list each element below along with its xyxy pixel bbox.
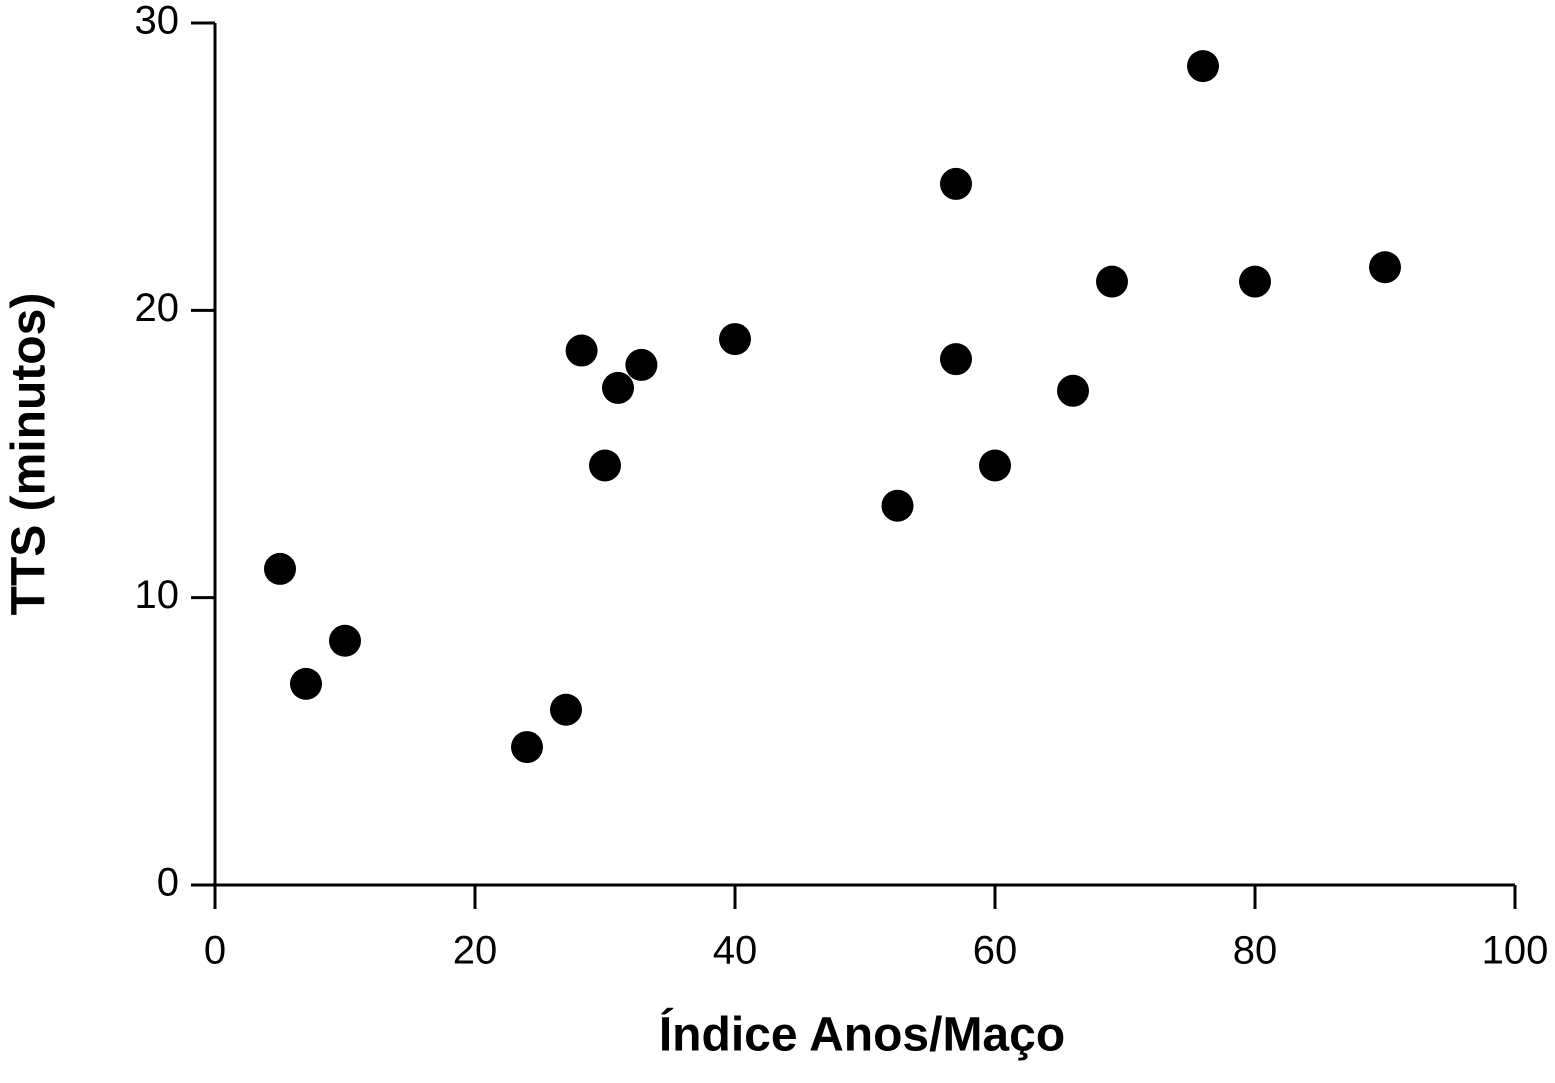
point: [1239, 265, 1271, 298]
point: [602, 371, 634, 404]
point: [1369, 251, 1401, 284]
y-tick-label: 20: [135, 286, 180, 330]
point: [1187, 50, 1219, 83]
point: [589, 449, 621, 482]
point: [979, 449, 1011, 482]
point: [1096, 265, 1128, 298]
point: [940, 343, 972, 376]
point: [565, 334, 598, 367]
point: [881, 489, 914, 522]
x-tick-label: 40: [713, 929, 758, 973]
x-tick-label: 100: [1482, 929, 1549, 973]
y-tick-label: 30: [135, 0, 180, 43]
point: [625, 348, 658, 381]
point: [329, 624, 361, 657]
point: [550, 693, 582, 726]
point: [719, 323, 751, 356]
point: [1057, 374, 1089, 407]
point: [290, 667, 322, 700]
y-tick-label: 0: [157, 861, 179, 905]
point: [264, 552, 296, 585]
y-axis-label: TTS (minutos): [3, 293, 56, 616]
x-axis-label: Índice Anos/Maço: [659, 1008, 1065, 1062]
x-tick-label: 80: [1233, 929, 1278, 973]
x-tick-label: 60: [973, 929, 1018, 973]
y-tick-label: 10: [135, 573, 180, 617]
x-tick-label: 20: [453, 929, 498, 973]
point: [511, 731, 543, 764]
point: [940, 167, 972, 200]
x-tick-label: 0: [204, 929, 226, 973]
